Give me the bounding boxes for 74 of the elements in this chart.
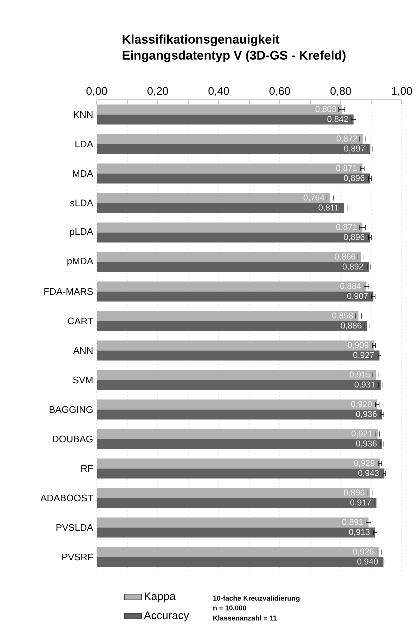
x-tick-label: 0,80: [330, 87, 352, 96]
data-label: 0,936: [356, 440, 377, 448]
y-tick-label: KNN: [74, 111, 93, 118]
data-label: 0,858: [332, 312, 354, 320]
y-tick-label: FDA-MARS: [44, 288, 94, 296]
bar: [96, 557, 384, 568]
chart-title: Klassifikationsgenauigkeit: [122, 34, 280, 46]
bar: [96, 114, 354, 125]
bar: [96, 321, 368, 332]
data-label: 0,929: [354, 460, 375, 468]
data-label: 0,940: [358, 558, 378, 566]
x-tick-label: 0,20: [148, 87, 168, 96]
data-label: 0,921: [352, 430, 372, 438]
y-tick-label: RF: [82, 465, 94, 472]
y-tick-label: ANN: [73, 347, 93, 354]
y-tick-label: pMDA: [68, 258, 94, 267]
data-label: 0,927: [354, 352, 374, 360]
data-label: 0,926: [353, 548, 374, 556]
data-label: 0,892: [342, 264, 364, 271]
data-label: 0,936: [356, 411, 377, 418]
data-label: 0,842: [328, 116, 348, 124]
bar: [96, 232, 370, 243]
y-tick-label: ADABOOST: [40, 494, 94, 502]
data-label: 0,891: [342, 519, 364, 526]
data-label: 0,931: [354, 382, 376, 389]
data-label: 0,920: [351, 401, 372, 408]
data-label: 0,872: [336, 136, 358, 143]
x-tick-label: 1,00: [392, 87, 412, 96]
data-label: 0,803: [316, 106, 336, 114]
bar: [96, 350, 380, 361]
y-tick-label: SVM: [73, 376, 93, 384]
x-tick-label: 0,00: [86, 87, 108, 96]
data-label: 0,897: [344, 146, 365, 153]
data-label: 0,896: [344, 490, 365, 497]
bar: [96, 380, 381, 390]
data-label: 0,871: [336, 224, 358, 232]
bar: [96, 498, 377, 508]
data-label: 0,915: [350, 372, 371, 379]
data-label: 0,764: [304, 194, 325, 202]
data-label: 0,884: [340, 283, 362, 290]
y-tick-label: LDA: [76, 140, 94, 148]
data-label: 0,896: [344, 234, 365, 242]
y-tick-label: sLDA: [70, 200, 94, 207]
bar: [96, 262, 370, 272]
bar: [96, 410, 382, 420]
x-tick-label: 0,40: [208, 87, 230, 96]
y-tick-label: DOUBAG: [53, 436, 93, 443]
chart-subtitle: Eingangsdatentyp V (3D-GS - Krefeld): [122, 50, 346, 62]
y-tick-label: PVSRF: [62, 554, 94, 561]
legend-label: Kappa: [144, 592, 176, 603]
y-tick-label: MDA: [73, 170, 94, 178]
bar: [96, 292, 374, 302]
y-tick-label: pLDA: [70, 228, 94, 238]
data-label: 0,917: [350, 500, 372, 507]
data-label: 0,896: [344, 175, 365, 182]
data-label: 0,886: [341, 322, 362, 330]
bar: [96, 203, 344, 214]
bar: [96, 174, 370, 184]
data-label: 0,913: [349, 529, 370, 536]
y-tick-label: CART: [68, 318, 94, 325]
data-label: 0,866: [334, 254, 356, 261]
x-tick-label: 0,60: [270, 87, 290, 96]
y-tick-label: PVSLDA: [56, 524, 94, 532]
y-tick-label: BAGGING: [50, 406, 93, 414]
bar: [96, 528, 376, 538]
data-label: 0,907: [347, 293, 368, 300]
data-label: 0,943: [358, 470, 380, 478]
bar: [96, 468, 385, 479]
legend-label: Accuracy: [144, 612, 190, 622]
bar: [96, 144, 371, 154]
bar: [96, 439, 382, 450]
data-label: 0,811: [318, 204, 339, 212]
data-label: 0,871: [336, 165, 358, 172]
data-label: 0,909: [348, 342, 369, 350]
